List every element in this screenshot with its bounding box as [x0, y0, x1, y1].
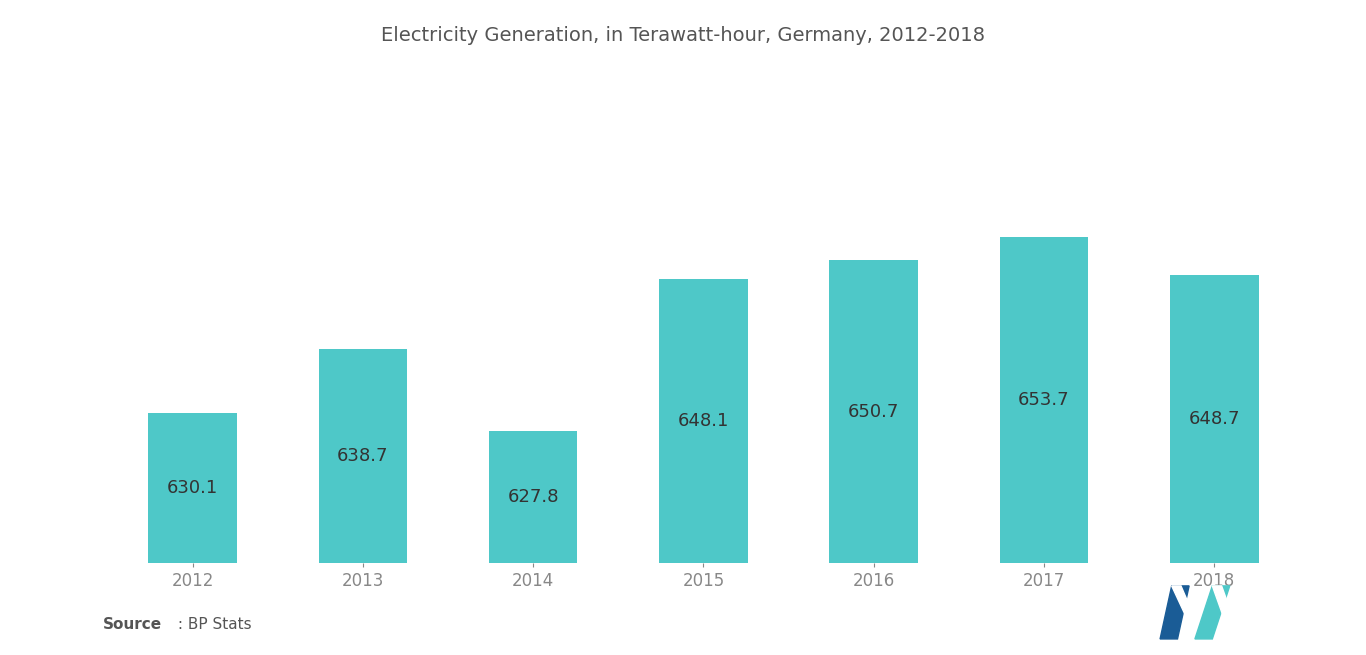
Bar [1000, 237, 1089, 563]
Polygon shape [1195, 586, 1229, 639]
Polygon shape [1172, 586, 1195, 618]
Text: 648.1: 648.1 [678, 412, 729, 430]
Text: 650.7: 650.7 [848, 403, 899, 421]
Bar [1171, 274, 1258, 563]
Text: 630.1: 630.1 [167, 479, 219, 497]
Text: Electricity Generation, in Terawatt-hour, Germany, 2012-2018: Electricity Generation, in Terawatt-hour… [381, 26, 985, 45]
Text: 653.7: 653.7 [1018, 392, 1070, 409]
Text: Source: Source [102, 617, 161, 632]
Text: 627.8: 627.8 [507, 488, 559, 506]
Bar [660, 279, 747, 563]
Polygon shape [1212, 586, 1233, 618]
Text: 648.7: 648.7 [1188, 410, 1240, 428]
Text: 638.7: 638.7 [337, 447, 389, 465]
Bar [149, 413, 236, 563]
Bar [489, 430, 578, 563]
Text: : BP Stats: : BP Stats [173, 617, 253, 632]
Bar [318, 349, 407, 563]
Bar [829, 260, 918, 563]
Polygon shape [1160, 586, 1188, 639]
